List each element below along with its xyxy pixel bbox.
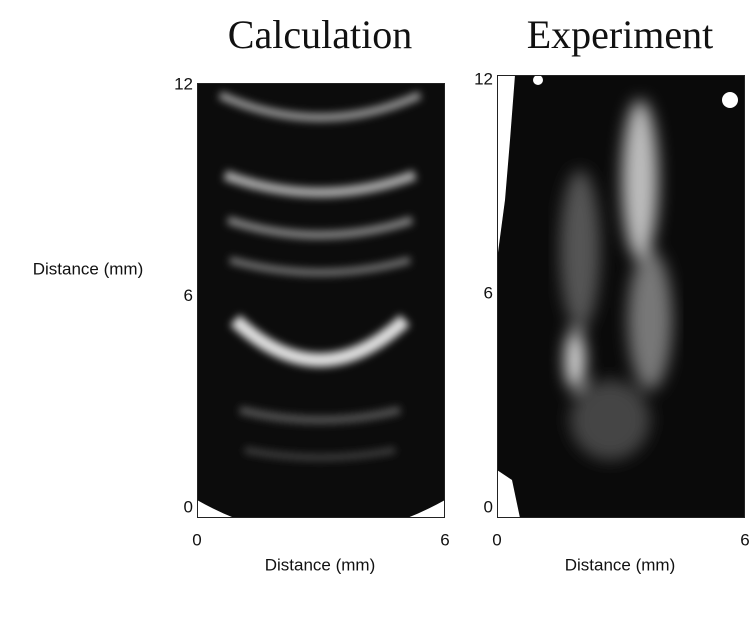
x-axis-label: Distance (mm) [265,555,376,574]
y-tick-label: 12 [174,74,193,93]
x-axis-label: Distance (mm) [565,555,676,574]
x-tick-label: 0 [192,530,201,549]
y-tick-label: 6 [184,286,193,305]
x-tick-label: 6 [440,530,449,549]
panel-title: Calculation [228,12,412,57]
panel-title: Experiment [527,12,714,57]
y-tick-label: 12 [474,69,493,88]
calculation-image [197,83,445,518]
y-tick-label: 0 [484,497,493,516]
experiment-image [497,75,745,518]
y-axis-label: Distance (mm) [33,259,144,278]
y-tick-label: 6 [484,283,493,302]
y-tick-label: 0 [184,497,193,516]
x-tick-label: 6 [740,530,749,549]
x-tick-label: 0 [492,530,501,549]
